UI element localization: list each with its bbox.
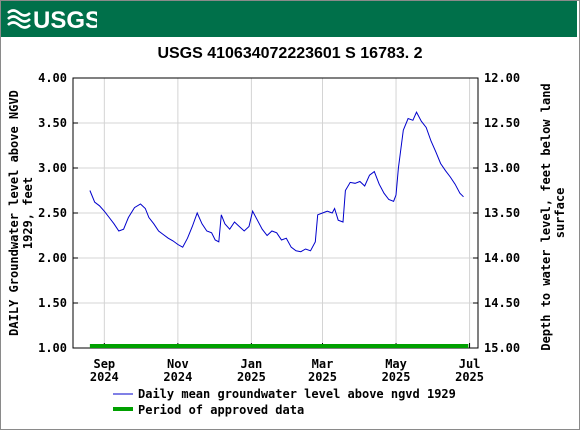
legend: Daily mean groundwater level above ngvd … xyxy=(113,387,456,417)
left-y-tick-label: 3.50 xyxy=(38,116,67,130)
series-line-group xyxy=(89,111,464,253)
left-y-tick-labels: 1.00 1.50 2.00 2.50 3.00 3.50 4.00 xyxy=(38,71,67,355)
x-tick-label-month: May xyxy=(385,357,407,371)
daily-mean-series-line xyxy=(89,111,464,253)
right-y-tick-label: 12.50 xyxy=(484,116,520,130)
x-tick-label-year: 2025 xyxy=(382,370,411,384)
legend-label-approved: Period of approved data xyxy=(138,403,304,417)
x-tick-label-year: 2024 xyxy=(90,370,119,384)
right-y-tick-labels: 15.00 14.50 14.00 13.50 13.00 12.50 12.00 xyxy=(484,71,520,355)
grid-lines xyxy=(73,78,478,348)
right-y-tick-label: 13.00 xyxy=(484,161,520,175)
usgs-logo-text: USGS xyxy=(33,7,97,32)
axis-ticks xyxy=(73,77,478,349)
x-tick-label-month: Sep xyxy=(93,357,115,371)
x-tick-label-year: 2025 xyxy=(308,370,337,384)
left-y-tick-label: 2.50 xyxy=(38,206,67,220)
legend-label-daily-mean: Daily mean groundwater level above ngvd … xyxy=(138,387,456,401)
right-y-tick-label: 14.00 xyxy=(484,251,520,265)
right-y-tick-label: 15.00 xyxy=(484,341,520,355)
legend-swatch-approved xyxy=(113,407,133,411)
x-tick-label-year: 2025 xyxy=(455,370,484,384)
x-tick-labels: Sep2024Nov2024Jan2025Mar2025May2025Jul20… xyxy=(90,357,484,384)
x-tick-label-month: Jul xyxy=(459,357,481,371)
usgs-wave-mark xyxy=(7,9,31,29)
x-tick-label-month: Jan xyxy=(241,357,263,371)
right-axis-label-line2: surface xyxy=(553,188,567,239)
left-axis-label-line2: 1929, feet xyxy=(21,177,35,249)
right-axis-label-line1: Depth to water level, feet below land xyxy=(539,83,553,350)
x-tick-label-year: 2024 xyxy=(163,370,192,384)
right-y-tick-label: 14.50 xyxy=(484,296,520,310)
left-y-tick-label: 2.00 xyxy=(38,251,67,265)
x-tick-label-year: 2025 xyxy=(237,370,266,384)
approved-period-bar xyxy=(89,344,469,348)
x-tick-label-month: Nov xyxy=(167,357,189,371)
usgs-banner: USGS xyxy=(1,1,577,37)
chart-title: USGS 410634072223601 S 16783. 2 xyxy=(157,45,422,62)
left-y-tick-label: 1.00 xyxy=(38,341,67,355)
left-y-tick-label: 3.00 xyxy=(38,161,67,175)
left-y-tick-label: 1.50 xyxy=(38,296,67,310)
x-tick-label-month: Mar xyxy=(312,357,334,371)
right-y-tick-label: 12.00 xyxy=(484,71,520,85)
left-axis-label-line1: DAILY Groundwater level above NGVD xyxy=(7,90,21,336)
approved-period-mark xyxy=(89,344,469,348)
right-y-tick-label: 13.50 xyxy=(484,206,520,220)
left-y-tick-label: 4.00 xyxy=(38,71,67,85)
usgs-logo: USGS xyxy=(7,7,97,32)
